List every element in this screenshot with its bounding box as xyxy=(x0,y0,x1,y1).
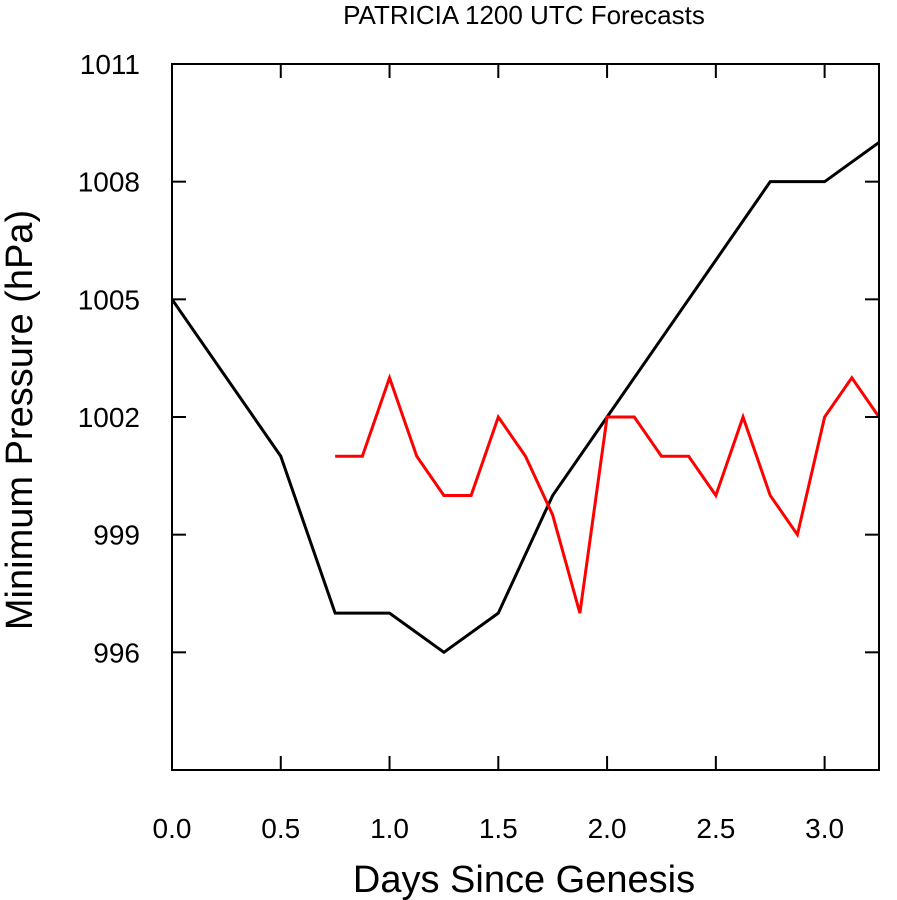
plot-area: 0.0 0.5 1.0 1.5 2.0 2.5 3.0 996 999 1002 1005 1008 1… xyxy=(78,49,881,844)
y-axis-label: Minimum Pressure (hPa) xyxy=(0,210,41,630)
x-tick-label: 2.0 xyxy=(588,813,627,844)
series-line-1 xyxy=(335,373,881,614)
y-tick-label: 996 xyxy=(93,637,140,668)
chart-title: PATRICIA 1200 UTC Forecasts xyxy=(343,0,705,30)
x-tick-label: 0.0 xyxy=(153,813,192,844)
y-tick-label: 1005 xyxy=(78,284,140,315)
series-line-0 xyxy=(170,141,880,655)
y-tick-label: 1002 xyxy=(78,402,140,433)
y-tick-label: 1011 xyxy=(80,49,140,80)
plot-frame xyxy=(171,63,880,771)
x-tick-label: 1.5 xyxy=(479,813,518,844)
y-tick-label: 999 xyxy=(93,520,140,551)
x-tick-label: 1.0 xyxy=(370,813,409,844)
x-tick-label: 0.5 xyxy=(261,813,300,844)
x-axis-label: Days Since Genesis xyxy=(353,859,695,900)
x-tick-label: 3.0 xyxy=(805,813,844,844)
y-tick-label: 1008 xyxy=(78,167,140,198)
x-tick-label: 2.5 xyxy=(696,813,735,844)
